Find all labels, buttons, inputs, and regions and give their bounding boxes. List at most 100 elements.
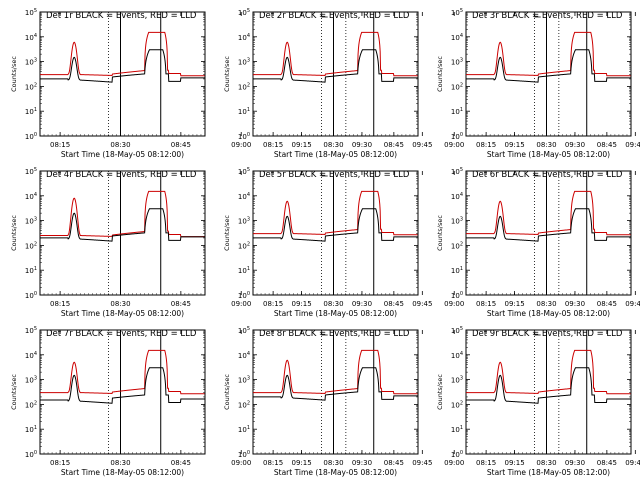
y-tick-label: 102 (238, 400, 250, 409)
y-tick-label: 101 (25, 425, 37, 434)
x-tick-label: 09:30 (565, 300, 585, 308)
y-tick-label: 104 (451, 192, 463, 201)
y-tick-label: 100 (238, 291, 250, 300)
plot-frame (465, 11, 632, 137)
x-axis-label: Start Time (18-May-05 08:12:00) (274, 150, 397, 159)
x-tick-label: 08:15 (50, 141, 70, 149)
panel-title: Det 7r BLACK = Events, RED = LLD (46, 329, 197, 339)
detector-panel: Det 2r BLACK = Events, RED = LLD 100 101 10… (223, 8, 640, 159)
x-axis-label: Start Time (18-May-05 08:12:00) (487, 468, 610, 477)
x-tick-label: 08:30 (323, 141, 343, 149)
x-tick-label: 09:15 (291, 459, 311, 467)
y-tick-label: 105 (25, 326, 37, 335)
y-tick-label: 103 (451, 58, 463, 67)
x-axis-label: Start Time (18-May-05 08:12:00) (274, 468, 397, 477)
y-axis-label: Counts/sec (436, 215, 444, 251)
series-events-line (40, 208, 205, 242)
y-tick-label: 102 (25, 241, 37, 250)
y-tick-label: 103 (25, 58, 37, 67)
y-tick-label: 103 (238, 217, 250, 226)
x-tick-label: 08:45 (597, 300, 617, 308)
y-tick-label: 100 (238, 450, 250, 459)
y-tick-label: 105 (238, 326, 250, 335)
series-lld-line (40, 31, 205, 77)
panel-title: Det 2r BLACK = Events, RED = LLD (259, 11, 410, 21)
x-tick-label: 08:15 (263, 459, 283, 467)
y-tick-label: 103 (451, 376, 463, 385)
x-tick-label: 08:45 (171, 300, 191, 308)
x-tick-label: 09:15 (504, 459, 524, 467)
y-tick-label: 100 (25, 291, 37, 300)
y-tick-label: 103 (451, 217, 463, 226)
detector-panel: Det 1r BLACK = Events, RED = LLD 100 101 10… (10, 8, 432, 159)
series-events-line (253, 367, 418, 401)
y-tick-label: 100 (25, 450, 37, 459)
detector-panel: Det 8r BLACK = Events, RED = LLD 100 101 10… (223, 326, 640, 477)
x-axis-label: Start Time (18-May-05 08:12:00) (487, 309, 610, 318)
series-lld-line (253, 190, 418, 236)
x-tick-label: 09:45 (625, 300, 640, 308)
x-tick-label: 08:45 (597, 459, 617, 467)
x-tick-label: 08:30 (323, 459, 343, 467)
x-tick-label: 08:15 (476, 141, 496, 149)
plot-frame (252, 170, 419, 296)
y-tick-label: 102 (25, 82, 37, 91)
series-events-line (253, 49, 418, 83)
y-tick-label: 100 (451, 450, 463, 459)
y-axis-label: Counts/sec (223, 56, 231, 92)
panel-title: Det 1r BLACK = Events, RED = LLD (46, 11, 197, 21)
series-events-line (40, 367, 205, 404)
detector-panel: Det 6r BLACK = Events, RED = LLD 100 101 10… (436, 167, 632, 318)
x-tick-label: 08:15 (263, 300, 283, 308)
detector-panel: Det 5r BLACK = Events, RED = LLD 100 101 10… (223, 167, 640, 318)
detector-panel: Det 9r BLACK = Events, RED = LLD 100 101 10… (436, 326, 632, 477)
y-tick-label: 104 (25, 192, 37, 201)
x-tick-label: 09:30 (352, 459, 372, 467)
y-tick-label: 100 (238, 132, 250, 141)
x-tick-label: 09:15 (291, 141, 311, 149)
x-tick-label: 08:45 (171, 141, 191, 149)
detector-panel: Det 3r BLACK = Events, RED = LLD 100 101 10… (436, 8, 632, 159)
y-tick-label: 104 (25, 351, 37, 360)
x-tick-label: 08:30 (536, 459, 556, 467)
series-lld-line (466, 31, 631, 77)
y-tick-label: 100 (25, 132, 37, 141)
x-tick-label: 09:45 (412, 300, 432, 308)
x-tick-label: 09:30 (565, 141, 585, 149)
y-tick-label: 100 (451, 132, 463, 141)
y-tick-label: 105 (238, 167, 250, 176)
x-tick-label: 08:45 (597, 141, 617, 149)
series-lld-line (466, 349, 631, 395)
y-axis-label: Counts/sec (223, 215, 231, 251)
x-tick-label: 08:30 (110, 300, 130, 308)
series-events-line (466, 49, 631, 83)
y-tick-label: 103 (25, 217, 37, 226)
x-tick-label: 09:15 (291, 300, 311, 308)
x-tick-label: 09:45 (412, 141, 432, 149)
x-tick-label: 08:15 (476, 459, 496, 467)
y-tick-label: 104 (451, 351, 463, 360)
x-tick-label: 09:15 (504, 300, 524, 308)
panel-title: Det 8r BLACK = Events, RED = LLD (259, 329, 410, 339)
y-axis-label: Counts/sec (10, 374, 18, 410)
y-tick-label: 105 (451, 326, 463, 335)
series-lld-line (40, 349, 205, 395)
x-tick-label: 08:45 (384, 141, 404, 149)
y-tick-label: 104 (451, 33, 463, 42)
x-tick-label: 09:00 (231, 300, 251, 308)
x-tick-label: 09:00 (444, 459, 464, 467)
x-tick-label: 08:15 (50, 459, 70, 467)
x-tick-label: 09:45 (625, 141, 640, 149)
y-tick-label: 102 (238, 241, 250, 250)
y-tick-label: 102 (451, 241, 463, 250)
x-tick-label: 08:15 (476, 300, 496, 308)
x-tick-label: 09:00 (444, 300, 464, 308)
detector-panel: Det 7r BLACK = Events, RED = LLD 100 101 10… (10, 326, 432, 477)
x-tick-label: 09:00 (231, 459, 251, 467)
bracket-marker (534, 13, 541, 18)
series-events-line (466, 367, 631, 404)
x-axis-label: Start Time (18-May-05 08:12:00) (61, 150, 184, 159)
bracket-marker (321, 172, 328, 177)
y-axis-label: Counts/sec (436, 374, 444, 410)
y-tick-label: 105 (25, 167, 37, 176)
